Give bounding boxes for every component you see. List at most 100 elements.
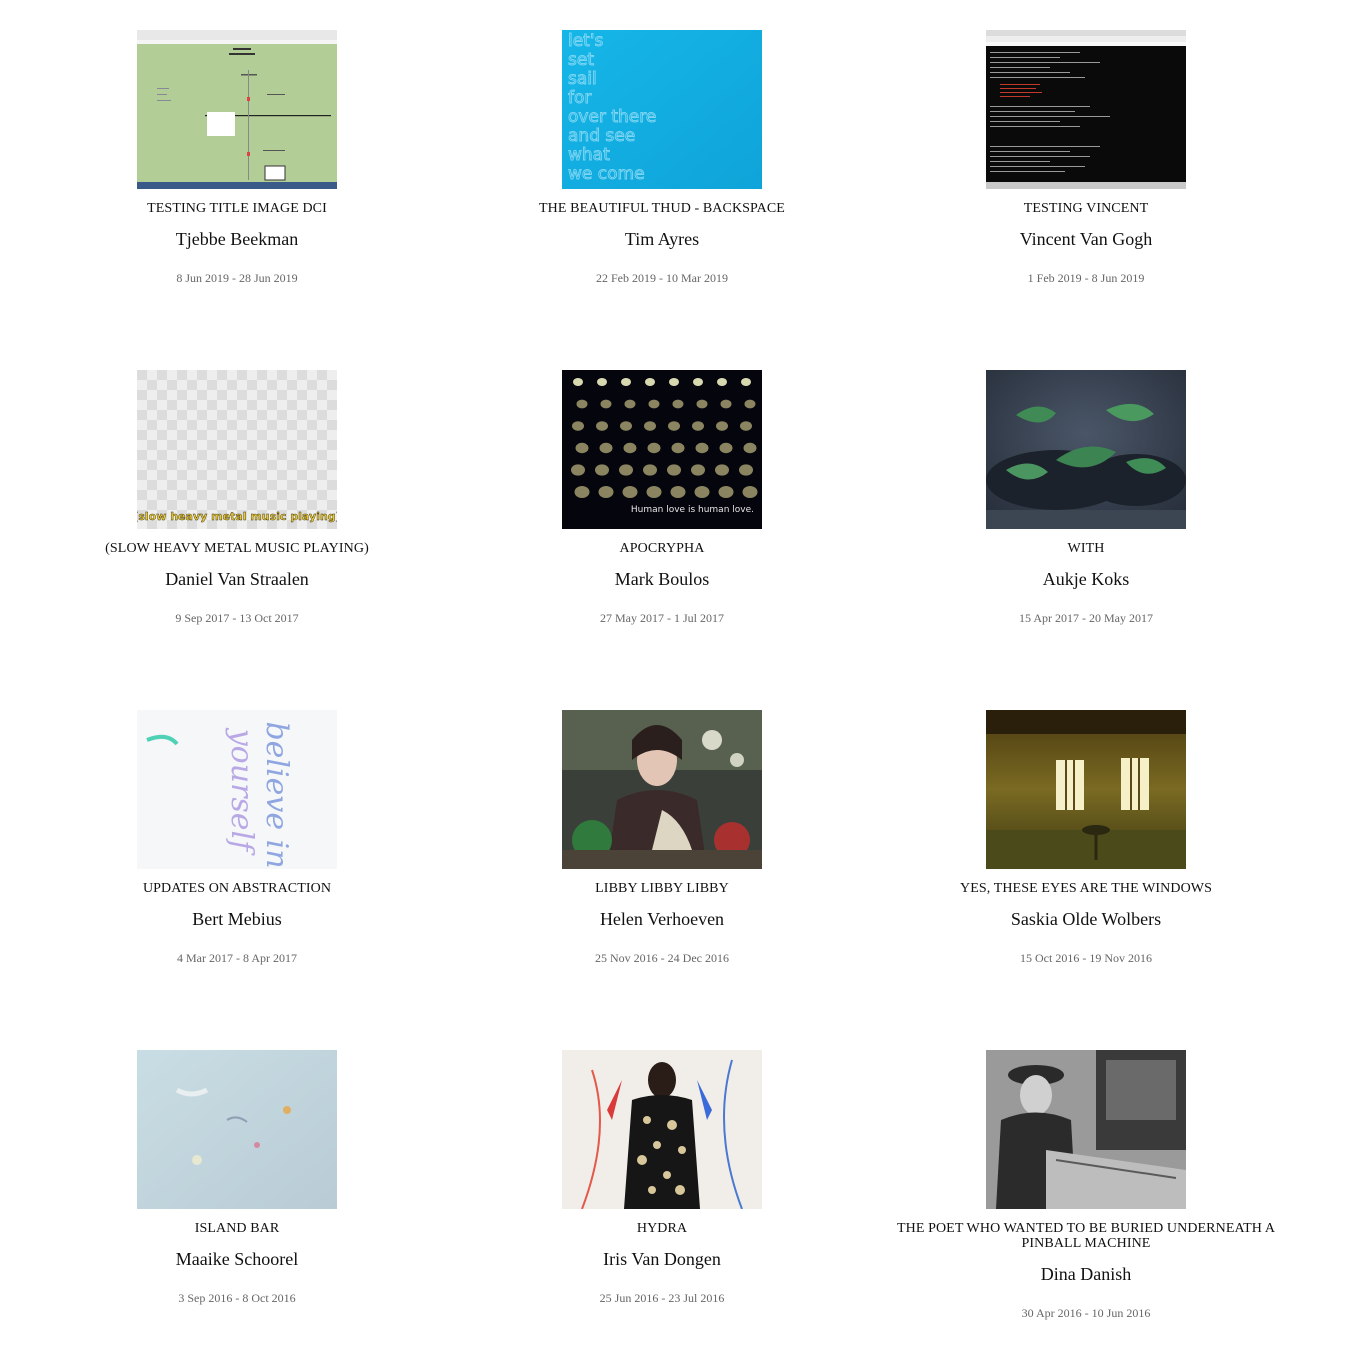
exhibition-artist[interactable]: Helen Verhoeven <box>599 909 725 929</box>
thumb-dot <box>596 421 608 431</box>
thumb-dot <box>741 378 751 386</box>
thumb-text-line: set <box>568 50 594 70</box>
exhibition-thumbnail[interactable] <box>562 1050 762 1209</box>
thumb-dot <box>669 378 679 386</box>
thumb-dot <box>743 442 757 454</box>
exhibition-dates: 15 Oct 2016 - 19 Nov 2016 <box>1020 951 1152 965</box>
thumb-script-line: believe in <box>259 721 294 868</box>
thumb-dot <box>672 399 684 409</box>
exhibition-artist[interactable]: Mark Boulos <box>614 569 710 589</box>
exhibition-dates: 1 Feb 2019 - 8 Jun 2019 <box>1027 271 1145 285</box>
exhibition-card[interactable]: let's set sail for over there and see wh… <box>462 30 862 285</box>
exhibition-title[interactable]: (SLOW HEAVY METAL MUSIC PLAYING) <box>105 541 369 556</box>
exhibition-card[interactable]: THE POET WHO WANTED TO BE BURIED UNDERNE… <box>886 1050 1286 1320</box>
thumb-dot <box>696 399 708 409</box>
thumb-dot <box>576 399 588 409</box>
thumb-dot <box>572 421 584 431</box>
thumb-dot <box>717 378 727 386</box>
exhibition-title[interactable]: TESTING TITLE IMAGE DCI <box>147 201 327 216</box>
exhibition-thumbnail[interactable] <box>986 710 1186 869</box>
exhibition-artist[interactable]: Maaike Schoorel <box>175 1249 299 1269</box>
exhibition-artist[interactable]: Dina Danish <box>1040 1264 1132 1284</box>
exhibition-title[interactable]: LIBBY LIBBY LIBBY <box>595 881 729 896</box>
exhibition-dates: 22 Feb 2019 - 10 Mar 2019 <box>596 271 728 285</box>
exhibition-title[interactable]: THE POET WHO WANTED TO BE BURIED UNDERNE… <box>896 1221 1276 1251</box>
thumb-text-line: sail <box>568 69 597 89</box>
exhibition-thumbnail[interactable] <box>986 30 1186 189</box>
exhibition-card[interactable]: TESTING VINCENT Vincent Van Gogh 1 Feb 2… <box>886 30 1286 285</box>
thumb-dot <box>648 399 660 409</box>
exhibition-card[interactable]: LIBBY LIBBY LIBBY Helen Verhoeven 25 Nov… <box>462 710 862 965</box>
exhibition-dates: 8 Jun 2019 - 28 Jun 2019 <box>176 271 298 285</box>
thumb-dot <box>670 486 686 498</box>
exhibition-artist[interactable]: Saskia Olde Wolbers <box>1010 909 1162 929</box>
thumb-dot <box>719 442 733 454</box>
thumb-dot <box>744 399 756 409</box>
exhibition-card[interactable]: WITH Aukje Koks 15 Apr 2017 - 20 May 201… <box>886 370 1286 625</box>
thumb-text-line: let's <box>568 31 604 51</box>
exhibition-dates: 9 Sep 2017 - 13 Oct 2017 <box>175 611 299 625</box>
exhibition-card[interactable]: (slow heavy metal music playing) (SLOW H… <box>37 370 437 625</box>
thumb-dot <box>691 464 705 476</box>
thumb-dot <box>575 442 589 454</box>
thumb-dot <box>646 486 662 498</box>
thumb-dot <box>693 378 703 386</box>
exhibition-dates: 4 Mar 2017 - 8 Apr 2017 <box>177 951 297 965</box>
thumb-dot <box>720 399 732 409</box>
thumb-dot <box>645 378 655 386</box>
thumb-dot <box>619 464 633 476</box>
exhibition-artist[interactable]: Tjebbe Beekman <box>175 229 299 249</box>
thumb-dot <box>692 421 704 431</box>
exhibition-artist[interactable]: Iris Van Dongen <box>603 1249 721 1269</box>
thumb-dot <box>694 486 710 498</box>
exhibition-card[interactable]: Human love is human love. APOCRYPHA Mark… <box>462 370 862 625</box>
exhibition-artist[interactable]: Tim Ayres <box>624 229 700 249</box>
thumb-dot <box>600 399 612 409</box>
thumb-dot <box>718 486 734 498</box>
thumb-text-line: for <box>568 88 591 108</box>
exhibition-card[interactable]: ISLAND BAR Maaike Schoorel 3 Sep 2016 - … <box>37 1050 437 1305</box>
thumb-script-line: yourself <box>224 727 259 856</box>
exhibition-artist[interactable]: Bert Mebius <box>192 909 282 929</box>
exhibition-artist[interactable]: Vincent Van Gogh <box>1019 229 1153 249</box>
exhibition-artist[interactable]: Aukje Koks <box>1042 569 1130 589</box>
thumb-dot <box>739 464 753 476</box>
exhibition-thumbnail[interactable]: (slow heavy metal music playing) <box>137 370 337 529</box>
thumb-dot <box>622 486 638 498</box>
thumb-dot <box>595 464 609 476</box>
thumb-dot <box>668 421 680 431</box>
exhibition-title[interactable]: WITH <box>1067 541 1105 556</box>
exhibition-dates: 30 Apr 2016 - 10 Jun 2016 <box>1021 1306 1151 1320</box>
exhibition-title[interactable]: YES, THESE EYES ARE THE WINDOWS <box>960 881 1212 896</box>
thumb-dot <box>623 442 637 454</box>
exhibition-thumbnail[interactable]: Human love is human love. <box>562 370 762 529</box>
thumb-dot <box>716 421 728 431</box>
exhibition-title[interactable]: UPDATES ON ABSTRACTION <box>142 881 332 896</box>
exhibition-thumbnail[interactable] <box>986 1050 1186 1209</box>
thumb-dot <box>740 421 752 431</box>
exhibition-thumbnail[interactable] <box>137 1050 337 1209</box>
exhibition-title[interactable]: ISLAND BAR <box>194 1221 280 1236</box>
exhibition-card[interactable]: TESTING TITLE IMAGE DCI Tjebbe Beekman 8… <box>37 30 437 285</box>
exhibition-thumbnail[interactable]: let's set sail for over there and see wh… <box>562 30 762 189</box>
exhibition-artist[interactable]: Daniel Van Straalen <box>165 569 309 589</box>
exhibition-thumbnail[interactable]: believe in yourself <box>137 710 337 869</box>
exhibition-thumbnail[interactable] <box>137 30 337 189</box>
exhibition-title[interactable]: APOCRYPHA <box>619 541 705 556</box>
exhibition-card[interactable]: believe in yourself UPDATES ON ABSTRACTI… <box>37 710 437 965</box>
exhibition-card[interactable]: YES, THESE EYES ARE THE WINDOWS Saskia O… <box>886 710 1286 965</box>
thumb-text-line: we come <box>568 164 645 184</box>
exhibition-dates: 25 Nov 2016 - 24 Dec 2016 <box>595 951 729 965</box>
exhibition-title[interactable]: THE BEAUTIFUL THUD - BACKSPACE <box>539 201 785 216</box>
thumb-dot <box>571 464 585 476</box>
exhibition-dates: 15 Apr 2017 - 20 May 2017 <box>1019 611 1153 625</box>
thumb-dot <box>671 442 685 454</box>
thumb-dot <box>647 442 661 454</box>
exhibition-card[interactable]: HYDRA Iris Van Dongen 25 Jun 2016 - 23 J… <box>462 1050 862 1305</box>
exhibition-thumbnail[interactable] <box>562 710 762 869</box>
thumb-dot <box>597 378 607 386</box>
thumb-dot <box>742 486 758 498</box>
exhibition-thumbnail[interactable] <box>986 370 1186 529</box>
exhibition-title[interactable]: TESTING VINCENT <box>1023 201 1149 216</box>
exhibition-title[interactable]: HYDRA <box>636 1221 688 1236</box>
